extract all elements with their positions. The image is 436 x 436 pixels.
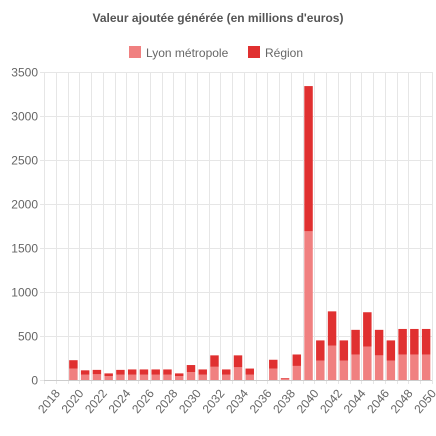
bar-lyon-metropole-2023: [104, 376, 113, 380]
bar-lyon-metropole-2032: [210, 366, 219, 380]
x-tick-label: 2024: [106, 386, 134, 416]
bar-lyon-metropole-2043: [339, 360, 349, 380]
bar-lyon-metropole-2050: [421, 354, 431, 380]
bar-region-2027: [151, 369, 160, 375]
x-tick-label: 2030: [176, 386, 204, 416]
bar-lyon-metropole-2029: [174, 376, 184, 380]
bar-region-2040: [304, 86, 313, 232]
bar-lyon-metropole-2025: [127, 374, 137, 380]
x-tick-label: 2050: [411, 386, 436, 416]
bar-lyon-metropole-2021: [80, 374, 90, 380]
bar-region-2033: [222, 369, 231, 375]
y-tick-label: 3000: [11, 110, 38, 124]
bar-lyon-metropole-2040: [304, 231, 313, 380]
bar-region-2042: [327, 311, 337, 346]
bar-lyon-metropole-2024: [116, 374, 125, 380]
bar-lyon-metropole-2048: [398, 354, 407, 380]
bar-region-2031: [198, 369, 207, 375]
y-tick-label: 2000: [11, 198, 38, 212]
grid: 0 500 1000 1500 2000 2500 3000 3500: [11, 66, 433, 388]
y-tick-label: 1000: [11, 286, 38, 300]
bar-region-2034: [233, 355, 243, 368]
bar-region-2041: [316, 340, 325, 361]
x-tick-label: 2032: [200, 386, 228, 416]
chart-title: Valeur ajoutée générée (en millions d'eu…: [93, 11, 344, 25]
bar-lyon-metropole-2033: [222, 374, 231, 380]
bar-region-2044: [351, 329, 360, 355]
x-tick-label: 2020: [59, 386, 87, 416]
bar-region-2047: [386, 340, 396, 361]
x-tick-label: 2034: [223, 386, 251, 416]
x-tick-label: 2048: [388, 386, 416, 416]
bar-lyon-metropole-2046: [374, 355, 384, 380]
bar-region-2026: [139, 369, 149, 375]
x-tick-label: 2022: [82, 386, 110, 416]
bar-region-2037: [269, 359, 278, 369]
bar-region-2046: [374, 329, 384, 356]
y-tick-label: 2500: [11, 154, 38, 168]
x-tick-label: 2038: [270, 386, 298, 416]
bar-lyon-metropole-2044: [351, 354, 360, 380]
bar-region-2024: [116, 369, 125, 375]
x-tick-label: 2028: [153, 386, 181, 416]
x-tick-label: 2042: [317, 386, 345, 416]
bar-lyon-metropole-2038: [280, 379, 290, 380]
bars: [69, 86, 431, 380]
bar-lyon-metropole-2045: [363, 346, 372, 380]
bar-region-2048: [398, 328, 407, 355]
bar-lyon-metropole-2035: [245, 374, 254, 380]
bar-lyon-metropole-2034: [233, 367, 243, 380]
bar-lyon-metropole-2027: [151, 374, 160, 380]
bar-region-2049: [410, 328, 419, 355]
bar-lyon-metropole-2026: [139, 374, 149, 380]
bar-region-2038: [280, 378, 290, 380]
bar-lyon-metropole-2037: [269, 368, 278, 380]
bar-region-2022: [92, 369, 102, 375]
bar-lyon-metropole-2039: [292, 365, 302, 380]
bar-lyon-metropole-2030: [186, 372, 196, 380]
legend-label-region: Région: [265, 46, 303, 60]
y-tick-label: 3500: [11, 66, 38, 80]
bar-region-2020: [69, 360, 78, 369]
bar-lyon-metropole-2041: [316, 360, 325, 380]
bar-lyon-metropole-2022: [92, 374, 102, 380]
bar-region-2050: [421, 328, 431, 355]
x-tick-label: 2040: [294, 386, 322, 416]
legend: Lyon métropole Région: [129, 46, 303, 60]
y-tick-label: 1500: [11, 242, 38, 256]
bar-lyon-metropole-2028: [163, 374, 172, 380]
bar-lyon-metropole-2020: [69, 368, 78, 380]
legend-swatch-lyon-metropole: [129, 46, 141, 58]
bar-region-2035: [245, 368, 254, 375]
x-tick-label: 2046: [364, 386, 392, 416]
bar-region-2043: [339, 340, 349, 361]
bar-region-2023: [104, 373, 113, 377]
x-tick-label: 2026: [129, 386, 157, 416]
x-tick-label: 2036: [247, 386, 275, 416]
x-tick-label: 2018: [35, 386, 63, 416]
bar-region-2032: [210, 355, 219, 367]
bar-region-2028: [163, 369, 172, 375]
bar-lyon-metropole-2042: [327, 345, 337, 380]
bar-region-2021: [80, 370, 90, 375]
bar-region-2030: [186, 365, 196, 373]
legend-label-lyon-metropole: Lyon métropole: [146, 46, 229, 60]
x-tick-label: 2044: [341, 386, 369, 416]
y-tick-label: 500: [18, 330, 38, 344]
bar-region-2029: [174, 373, 184, 377]
bar-lyon-metropole-2047: [386, 360, 396, 380]
bar-lyon-metropole-2049: [410, 354, 419, 380]
bar-lyon-metropole-2031: [198, 374, 207, 380]
bar-region-2025: [127, 369, 137, 375]
y-tick-label: 0: [31, 374, 38, 388]
bar-region-2039: [292, 354, 302, 366]
legend-swatch-region: [248, 46, 260, 58]
bar-region-2045: [363, 312, 372, 347]
axes: 2018202020222024202620282030203220342036…: [35, 380, 436, 416]
